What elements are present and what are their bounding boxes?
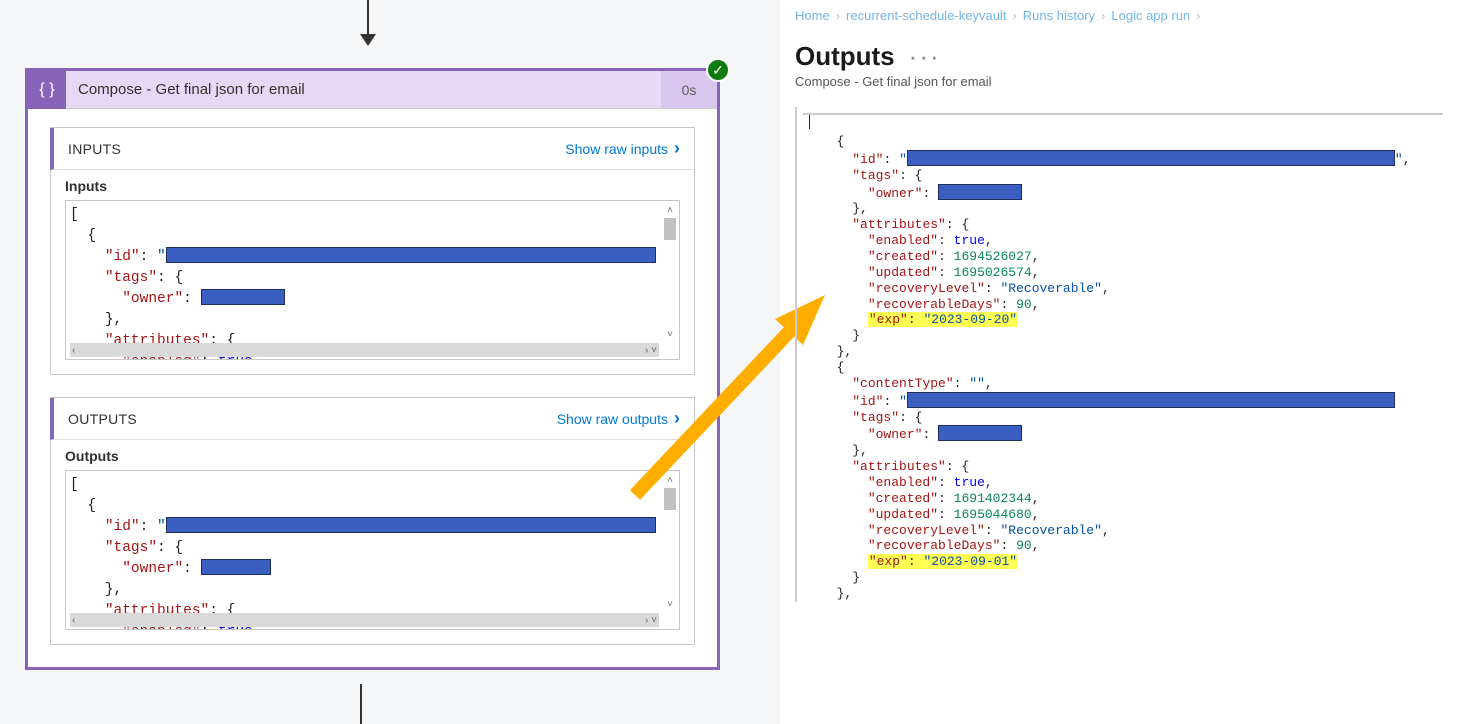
chevron-right-icon: › [674, 138, 680, 159]
outputs-sublabel: Outputs [51, 440, 694, 470]
chevron-right-icon: › [674, 408, 680, 429]
breadcrumb-item[interactable]: Logic app run [1111, 8, 1190, 23]
outputs-json-preview: [ { "id": " "tags": { "owner": }, "attri… [70, 475, 671, 629]
inputs-panel-header: INPUTS Show raw inputs › [50, 128, 694, 170]
flow-line-bottom [360, 684, 362, 724]
vertical-scrollbar[interactable]: ˄˅ [663, 205, 677, 341]
horizontal-scrollbar[interactable]: ‹› ˅ [70, 613, 659, 627]
more-menu-icon[interactable]: ··· [909, 41, 941, 72]
inputs-json-preview: [ { "id": " "tags": { "owner": }, "attri… [70, 205, 671, 359]
show-raw-outputs-link[interactable]: Show raw outputs › [557, 408, 680, 429]
action-card-body: INPUTS Show raw inputs › Inputs [ { "id"… [28, 109, 717, 667]
breadcrumb[interactable]: Home› recurrent-schedule-keyvault› Runs … [795, 8, 1475, 23]
outputs-panel-header: OUTPUTS Show raw outputs › [50, 398, 694, 440]
outputs-panel: OUTPUTS Show raw outputs › Outputs [ { "… [50, 397, 695, 645]
compose-icon: { } [28, 71, 66, 109]
action-title: Compose - Get final json for email [66, 81, 661, 98]
inputs-header-label: INPUTS [68, 141, 121, 157]
outputs-json-full: { "id": "", "tags": { "owner": }, "attri… [803, 134, 1435, 602]
breadcrumb-item[interactable]: recurrent-schedule-keyvault [846, 8, 1006, 23]
outputs-page-title: Outputs ··· [795, 41, 1475, 72]
horizontal-scrollbar[interactable]: ‹› ˅ [70, 343, 659, 357]
vertical-scrollbar[interactable]: ˄˅ [663, 475, 677, 611]
breadcrumb-item[interactable]: Home [795, 8, 830, 23]
text-cursor-icon [809, 115, 810, 129]
success-check-icon: ✓ [706, 58, 730, 82]
outputs-header-label: OUTPUTS [68, 411, 137, 427]
inputs-sublabel: Inputs [51, 170, 694, 200]
action-card-header[interactable]: { } Compose - Get final json for email 0… [28, 71, 717, 109]
show-raw-inputs-text: Show raw inputs [565, 141, 668, 157]
inputs-panel: INPUTS Show raw inputs › Inputs [ { "id"… [50, 127, 695, 375]
show-raw-inputs-link[interactable]: Show raw inputs › [565, 138, 680, 159]
inputs-code-box[interactable]: [ { "id": " "tags": { "owner": }, "attri… [65, 200, 680, 360]
compose-action-card[interactable]: { } Compose - Get final json for email 0… [25, 68, 720, 670]
outputs-json-viewer[interactable]: { "id": "", "tags": { "owner": }, "attri… [795, 107, 1435, 602]
breadcrumb-item[interactable]: Runs history [1023, 8, 1095, 23]
outputs-code-box[interactable]: [ { "id": " "tags": { "owner": }, "attri… [65, 470, 680, 630]
outputs-detail-pane: Home› recurrent-schedule-keyvault› Runs … [795, 0, 1475, 602]
show-raw-outputs-text: Show raw outputs [557, 411, 668, 427]
outputs-page-subtitle: Compose - Get final json for email [795, 74, 1475, 89]
logic-app-designer-canvas: { } Compose - Get final json for email 0… [0, 0, 780, 724]
